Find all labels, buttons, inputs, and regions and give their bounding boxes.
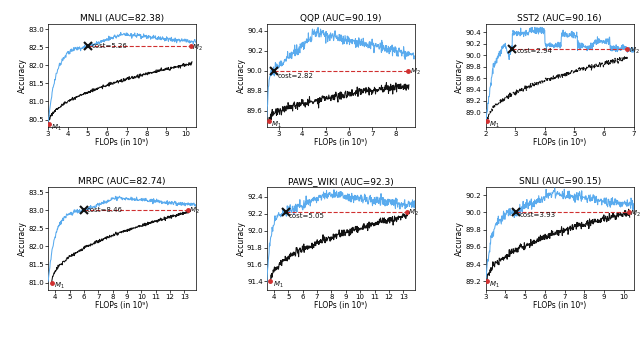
Text: $M_2$: $M_2$ xyxy=(630,209,640,219)
Text: $M_1$: $M_1$ xyxy=(271,119,282,130)
Text: $M_2$: $M_2$ xyxy=(408,208,419,218)
Text: $M_2$: $M_2$ xyxy=(189,206,200,216)
Text: cost=2.82: cost=2.82 xyxy=(277,73,314,79)
Title: PAWS_WIKI (AUC=92.3): PAWS_WIKI (AUC=92.3) xyxy=(288,177,394,186)
Y-axis label: Accuracy: Accuracy xyxy=(18,58,27,93)
Text: $M_1$: $M_1$ xyxy=(51,123,62,133)
Text: cost=5.05: cost=5.05 xyxy=(289,213,324,219)
Text: $M_1$: $M_1$ xyxy=(273,280,284,290)
X-axis label: FLOPs (in 10⁹): FLOPs (in 10⁹) xyxy=(314,301,367,310)
Y-axis label: Accuracy: Accuracy xyxy=(18,221,27,256)
Text: $M_2$: $M_2$ xyxy=(193,42,203,53)
Text: $M_2$: $M_2$ xyxy=(410,67,420,77)
Title: MNLI (AUC=82.38): MNLI (AUC=82.38) xyxy=(80,14,164,23)
Text: cost=2.94: cost=2.94 xyxy=(516,48,553,54)
X-axis label: FLOPs (in 10⁹): FLOPs (in 10⁹) xyxy=(95,301,148,310)
Y-axis label: Accuracy: Accuracy xyxy=(237,221,246,256)
Text: $M_1$: $M_1$ xyxy=(490,120,500,130)
X-axis label: FLOPs (in 10⁹): FLOPs (in 10⁹) xyxy=(314,138,367,147)
Text: $M_1$: $M_1$ xyxy=(54,281,65,292)
X-axis label: FLOPs (in 10⁹): FLOPs (in 10⁹) xyxy=(95,138,148,147)
Text: $M_1$: $M_1$ xyxy=(489,280,500,290)
X-axis label: FLOPs (in 10⁹): FLOPs (in 10⁹) xyxy=(533,138,586,147)
Title: SNLI (AUC=90.15): SNLI (AUC=90.15) xyxy=(518,177,601,186)
Title: QQP (AUC=90.19): QQP (AUC=90.19) xyxy=(300,14,381,23)
Y-axis label: Accuracy: Accuracy xyxy=(456,58,465,93)
Title: SST2 (AUC=90.16): SST2 (AUC=90.16) xyxy=(517,14,602,23)
Title: MRPC (AUC=82.74): MRPC (AUC=82.74) xyxy=(78,177,166,186)
Y-axis label: Accuracy: Accuracy xyxy=(237,58,246,93)
Text: cost=3.93: cost=3.93 xyxy=(519,212,556,218)
X-axis label: FLOPs (in 10⁹): FLOPs (in 10⁹) xyxy=(533,301,586,310)
Text: cost=8.46: cost=8.46 xyxy=(87,207,123,213)
Y-axis label: Accuracy: Accuracy xyxy=(456,221,465,256)
Text: $M_2$: $M_2$ xyxy=(628,45,639,56)
Text: cost=5.26: cost=5.26 xyxy=(92,43,127,49)
